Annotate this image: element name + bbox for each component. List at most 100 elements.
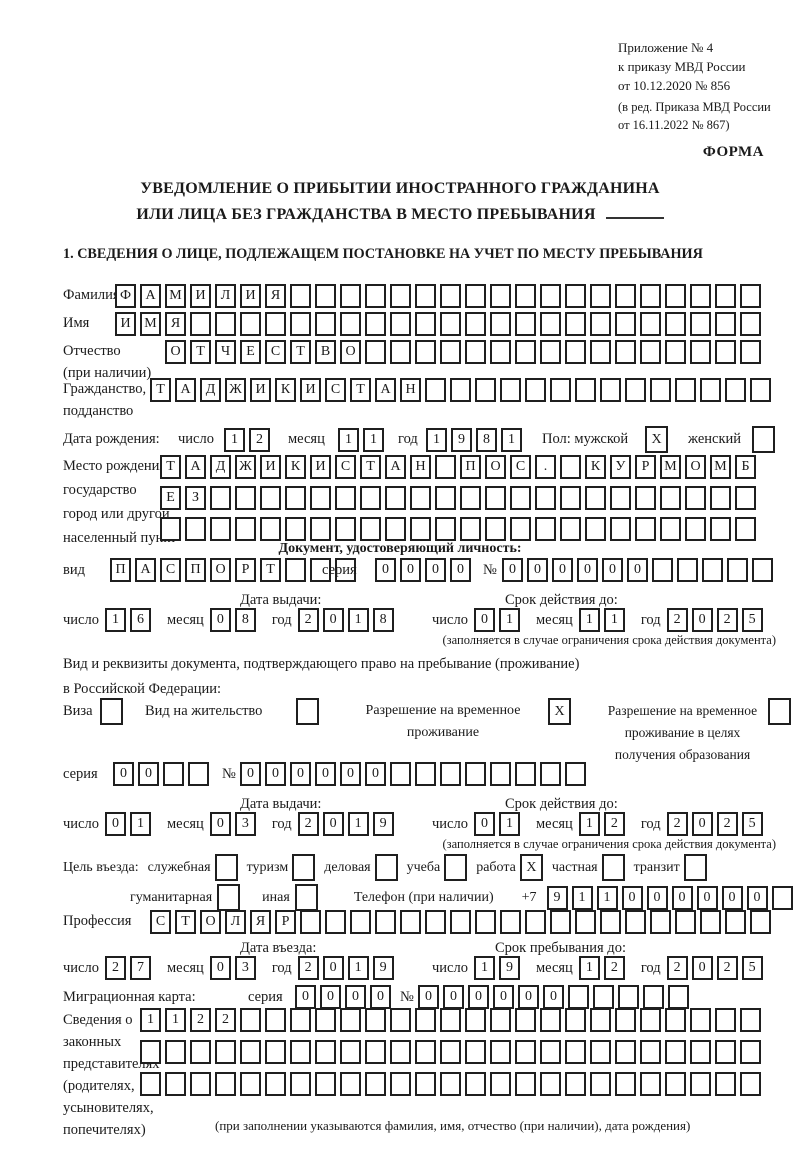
entry-year-box[interactable]: 9 bbox=[372, 956, 394, 980]
representatives-char-box[interactable] bbox=[415, 1008, 436, 1032]
doc-number-box[interactable]: 0 bbox=[577, 558, 598, 582]
citizenship-char-box[interactable]: И bbox=[250, 378, 271, 402]
representatives-char-box[interactable] bbox=[615, 1072, 636, 1096]
doc-issue-year-box[interactable]: 2 bbox=[297, 608, 319, 632]
birth-place-char-box[interactable] bbox=[635, 486, 656, 510]
doc-number-box[interactable]: 0 bbox=[527, 558, 548, 582]
surname-char-box[interactable] bbox=[540, 284, 561, 308]
profession-char-box[interactable] bbox=[300, 910, 321, 934]
patronymic-char-box[interactable] bbox=[690, 340, 711, 364]
profession-char-box[interactable] bbox=[325, 910, 346, 934]
profession-char-box[interactable] bbox=[650, 910, 671, 934]
surname-char-box[interactable]: Л bbox=[215, 284, 236, 308]
representatives-char-box[interactable] bbox=[740, 1072, 761, 1096]
purpose-study-cell[interactable] bbox=[444, 854, 468, 881]
birth-place-char-box[interactable]: М bbox=[660, 455, 681, 479]
birth-day-box[interactable]: 1 bbox=[224, 428, 245, 452]
permit-issue-year-box[interactable]: 0 bbox=[322, 812, 344, 836]
surname-char-box[interactable] bbox=[640, 284, 661, 308]
given-name-char-box[interactable] bbox=[740, 312, 761, 336]
phone-digit-box[interactable]: 0 bbox=[671, 885, 693, 910]
citizenship-char-box[interactable]: Т bbox=[150, 378, 171, 402]
doc-series-box[interactable]: 0 bbox=[375, 558, 396, 582]
doc-issue-year-box[interactable]: 1 bbox=[347, 608, 369, 632]
birth-place-char-box[interactable] bbox=[485, 517, 506, 541]
citizenship-char-box[interactable] bbox=[450, 378, 471, 402]
migration-number-box[interactable]: 0 bbox=[443, 985, 464, 1009]
patronymic-char-box[interactable]: Ч bbox=[215, 340, 236, 364]
representatives-char-box[interactable] bbox=[740, 1008, 761, 1032]
profession-char-box[interactable] bbox=[625, 910, 646, 934]
representatives-char-box[interactable] bbox=[365, 1072, 386, 1096]
birth-place-char-box[interactable] bbox=[310, 517, 331, 541]
representatives-char-box[interactable] bbox=[640, 1072, 661, 1096]
surname-char-box[interactable] bbox=[565, 284, 586, 308]
birth-month-box[interactable]: 1 bbox=[363, 428, 384, 452]
representatives-char-box[interactable] bbox=[190, 1040, 211, 1064]
birth-place-char-box[interactable] bbox=[610, 517, 631, 541]
representatives-char-box[interactable] bbox=[290, 1040, 311, 1064]
birth-place-char-box[interactable]: А bbox=[185, 455, 206, 479]
migration-number-box[interactable] bbox=[668, 985, 689, 1009]
patronymic-char-box[interactable] bbox=[390, 340, 411, 364]
birth-place-char-box[interactable] bbox=[660, 486, 681, 510]
patronymic-char-box[interactable]: О bbox=[165, 340, 186, 364]
given-name-char-box[interactable] bbox=[215, 312, 236, 336]
profession-char-box[interactable] bbox=[700, 910, 721, 934]
given-name-char-box[interactable] bbox=[290, 312, 311, 336]
birth-place-char-box[interactable] bbox=[735, 517, 756, 541]
representatives-char-box[interactable] bbox=[140, 1040, 161, 1064]
given-name-char-box[interactable] bbox=[365, 312, 386, 336]
representatives-char-box[interactable] bbox=[340, 1008, 361, 1032]
surname-char-box[interactable] bbox=[515, 284, 536, 308]
citizenship-char-box[interactable] bbox=[650, 378, 671, 402]
representatives-char-box[interactable] bbox=[415, 1072, 436, 1096]
birth-place-char-box[interactable] bbox=[385, 517, 406, 541]
birth-place-char-box[interactable] bbox=[160, 517, 181, 541]
temp-residence-edu-checkbox-cell[interactable] bbox=[768, 698, 791, 725]
birth-place-char-box[interactable]: С bbox=[335, 455, 356, 479]
patronymic-char-box[interactable] bbox=[665, 340, 686, 364]
birth-place-char-box[interactable] bbox=[435, 517, 456, 541]
given-name-char-box[interactable] bbox=[440, 312, 461, 336]
representatives-char-box[interactable] bbox=[490, 1072, 511, 1096]
citizenship-char-box[interactable]: А bbox=[175, 378, 196, 402]
permit-number-box[interactable] bbox=[390, 762, 411, 786]
permit-number-box[interactable]: 0 bbox=[340, 762, 361, 786]
patronymic-char-box[interactable] bbox=[715, 340, 736, 364]
representatives-char-box[interactable] bbox=[390, 1040, 411, 1064]
permit-issue-day-box[interactable]: 1 bbox=[129, 812, 151, 836]
representatives-char-box[interactable] bbox=[265, 1072, 286, 1096]
citizenship-char-box[interactable]: Н bbox=[400, 378, 421, 402]
representatives-char-box[interactable] bbox=[265, 1040, 286, 1064]
visa-checkbox-cell[interactable] bbox=[100, 698, 123, 725]
representatives-char-box[interactable] bbox=[190, 1072, 211, 1096]
birth-place-char-box[interactable] bbox=[435, 486, 456, 510]
permit-expiry-month-box[interactable]: 2 bbox=[603, 812, 625, 836]
surname-char-box[interactable] bbox=[740, 284, 761, 308]
permit-number-box[interactable]: 0 bbox=[265, 762, 286, 786]
given-name-char-box[interactable] bbox=[690, 312, 711, 336]
birth-place-char-box[interactable] bbox=[560, 517, 581, 541]
birth-place-char-box[interactable] bbox=[385, 486, 406, 510]
permit-issue-year-box[interactable]: 9 bbox=[372, 812, 394, 836]
profession-char-box[interactable] bbox=[575, 910, 596, 934]
profession-char-box[interactable] bbox=[375, 910, 396, 934]
doc-issue-month-box[interactable]: 8 bbox=[234, 608, 256, 632]
representatives-char-box[interactable] bbox=[465, 1008, 486, 1032]
phone-digit-box[interactable]: 0 bbox=[646, 885, 668, 910]
surname-char-box[interactable] bbox=[490, 284, 511, 308]
birth-place-char-box[interactable] bbox=[360, 486, 381, 510]
given-name-char-box[interactable] bbox=[565, 312, 586, 336]
representatives-char-box[interactable] bbox=[265, 1008, 286, 1032]
doc-type-char-box[interactable]: Р bbox=[235, 558, 256, 582]
representatives-char-box[interactable] bbox=[640, 1008, 661, 1032]
patronymic-char-box[interactable] bbox=[590, 340, 611, 364]
migration-series-box[interactable]: 0 bbox=[295, 985, 316, 1009]
representatives-char-box[interactable] bbox=[215, 1072, 236, 1096]
profession-char-box[interactable] bbox=[475, 910, 496, 934]
representatives-char-box[interactable] bbox=[490, 1040, 511, 1064]
representatives-char-box[interactable] bbox=[740, 1040, 761, 1064]
citizenship-char-box[interactable]: С bbox=[325, 378, 346, 402]
stay-until-month-box[interactable]: 1 bbox=[578, 956, 600, 980]
